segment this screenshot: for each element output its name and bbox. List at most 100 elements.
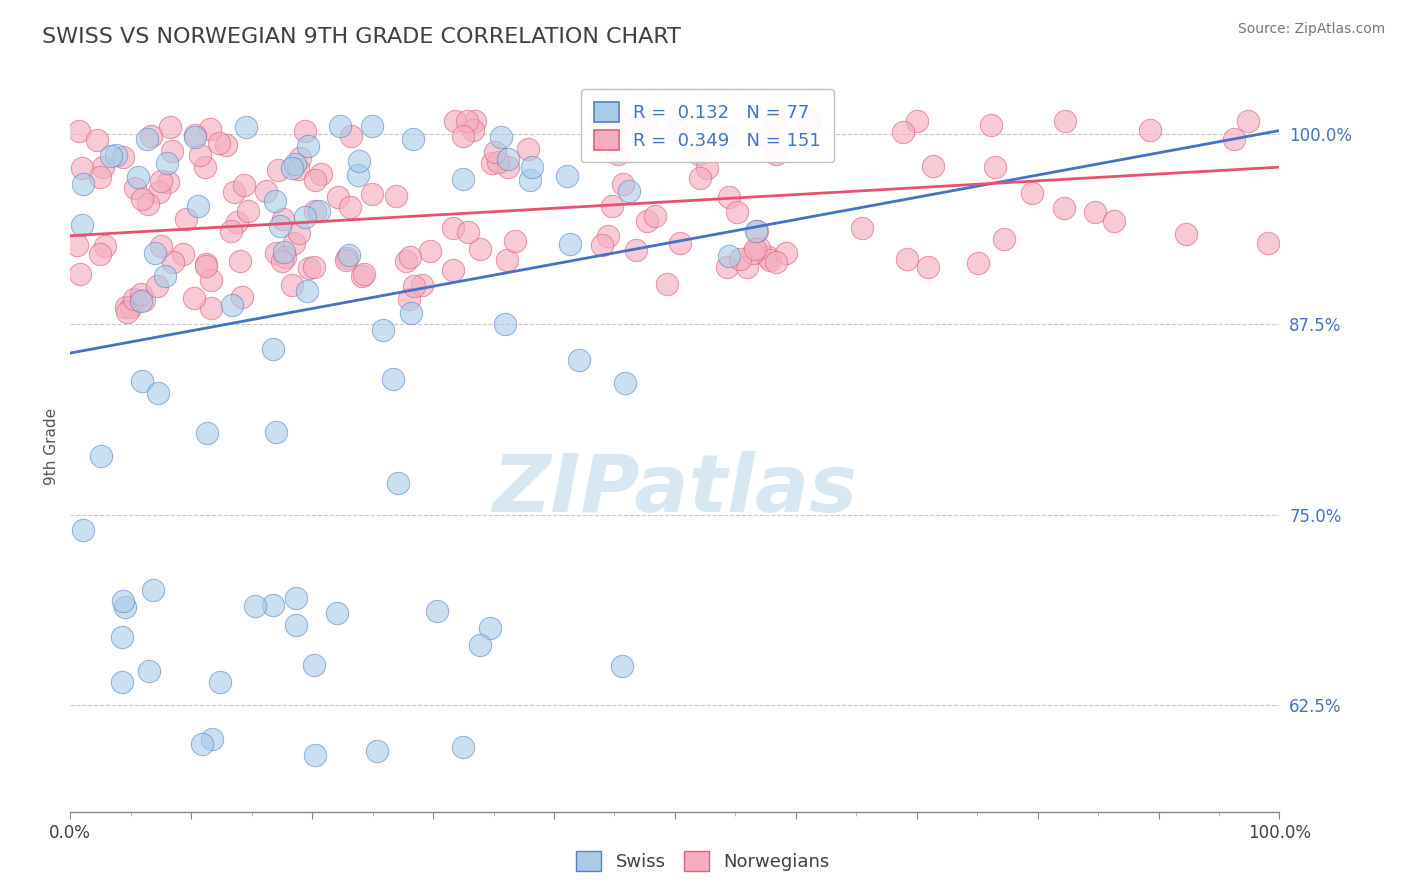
Point xyxy=(591,238,613,252)
Point xyxy=(716,129,738,144)
Y-axis label: 9th Grade: 9th Grade xyxy=(44,408,59,484)
Point xyxy=(132,293,155,307)
Point xyxy=(398,293,420,307)
Point xyxy=(267,163,290,178)
Point xyxy=(468,638,491,652)
Point xyxy=(288,151,311,165)
Point xyxy=(1236,114,1258,128)
Point xyxy=(146,386,169,401)
Point xyxy=(269,219,291,233)
Point xyxy=(725,204,748,219)
Point xyxy=(283,236,305,251)
Point xyxy=(105,148,128,162)
Point xyxy=(233,178,256,193)
Text: SWISS VS NORWEGIAN 9TH GRADE CORRELATION CHART: SWISS VS NORWEGIAN 9TH GRADE CORRELATION… xyxy=(42,27,681,46)
Point xyxy=(226,215,249,229)
Point xyxy=(294,124,316,138)
Point xyxy=(922,159,945,173)
Point xyxy=(159,120,181,135)
Text: ZIPatlas: ZIPatlas xyxy=(492,450,858,529)
Point xyxy=(797,114,820,128)
Point xyxy=(596,229,619,244)
Point xyxy=(612,178,634,192)
Point xyxy=(264,246,287,260)
Point xyxy=(89,170,111,185)
Point xyxy=(328,190,350,204)
Point xyxy=(350,268,373,283)
Point xyxy=(93,239,115,253)
Point xyxy=(1102,213,1125,227)
Point xyxy=(387,476,409,491)
Point xyxy=(281,161,304,175)
Point xyxy=(745,224,768,238)
Point xyxy=(444,114,467,128)
Point xyxy=(160,145,183,159)
Point xyxy=(395,253,418,268)
Point xyxy=(441,220,464,235)
Point xyxy=(636,213,658,227)
Point xyxy=(285,618,308,632)
Point xyxy=(153,268,176,283)
Point xyxy=(235,120,257,134)
Point xyxy=(496,253,519,268)
Point xyxy=(174,212,197,227)
Point xyxy=(689,129,711,144)
Point xyxy=(195,425,218,440)
Point xyxy=(266,425,288,440)
Point xyxy=(111,675,134,690)
Point xyxy=(748,241,770,255)
Point xyxy=(304,747,326,762)
Point xyxy=(93,160,115,174)
Point xyxy=(967,256,990,270)
Point xyxy=(496,152,519,166)
Point xyxy=(520,160,543,174)
Point xyxy=(131,193,153,207)
Point xyxy=(634,114,657,128)
Point xyxy=(498,160,520,174)
Point xyxy=(491,129,513,144)
Point xyxy=(664,123,686,137)
Point xyxy=(236,203,259,218)
Point xyxy=(72,178,94,192)
Point xyxy=(270,253,292,268)
Point xyxy=(893,125,915,139)
Point xyxy=(366,744,388,758)
Point xyxy=(284,157,307,171)
Point xyxy=(385,188,408,202)
Point xyxy=(304,173,326,187)
Point xyxy=(1053,202,1076,216)
Point xyxy=(90,449,112,463)
Point xyxy=(609,114,631,128)
Point xyxy=(775,245,797,260)
Point xyxy=(353,267,375,281)
Point xyxy=(607,146,630,161)
Point xyxy=(70,161,93,176)
Point xyxy=(325,606,347,620)
Point xyxy=(557,169,579,184)
Point xyxy=(298,261,321,276)
Point xyxy=(742,245,765,260)
Point xyxy=(131,374,153,388)
Point xyxy=(613,376,636,390)
Point xyxy=(129,293,152,308)
Point xyxy=(187,199,209,213)
Point xyxy=(143,245,166,260)
Point xyxy=(382,372,405,386)
Point xyxy=(142,583,165,598)
Point xyxy=(262,599,284,613)
Point xyxy=(451,739,474,754)
Point xyxy=(756,250,779,264)
Point xyxy=(402,132,425,146)
Point xyxy=(273,251,295,265)
Point xyxy=(696,161,718,175)
Point xyxy=(72,218,94,232)
Point xyxy=(190,737,212,751)
Point xyxy=(1222,132,1244,146)
Point xyxy=(219,224,242,238)
Point xyxy=(294,210,316,224)
Point xyxy=(669,235,692,250)
Point xyxy=(285,591,308,605)
Point xyxy=(100,148,122,162)
Point xyxy=(194,161,217,175)
Point xyxy=(503,234,526,248)
